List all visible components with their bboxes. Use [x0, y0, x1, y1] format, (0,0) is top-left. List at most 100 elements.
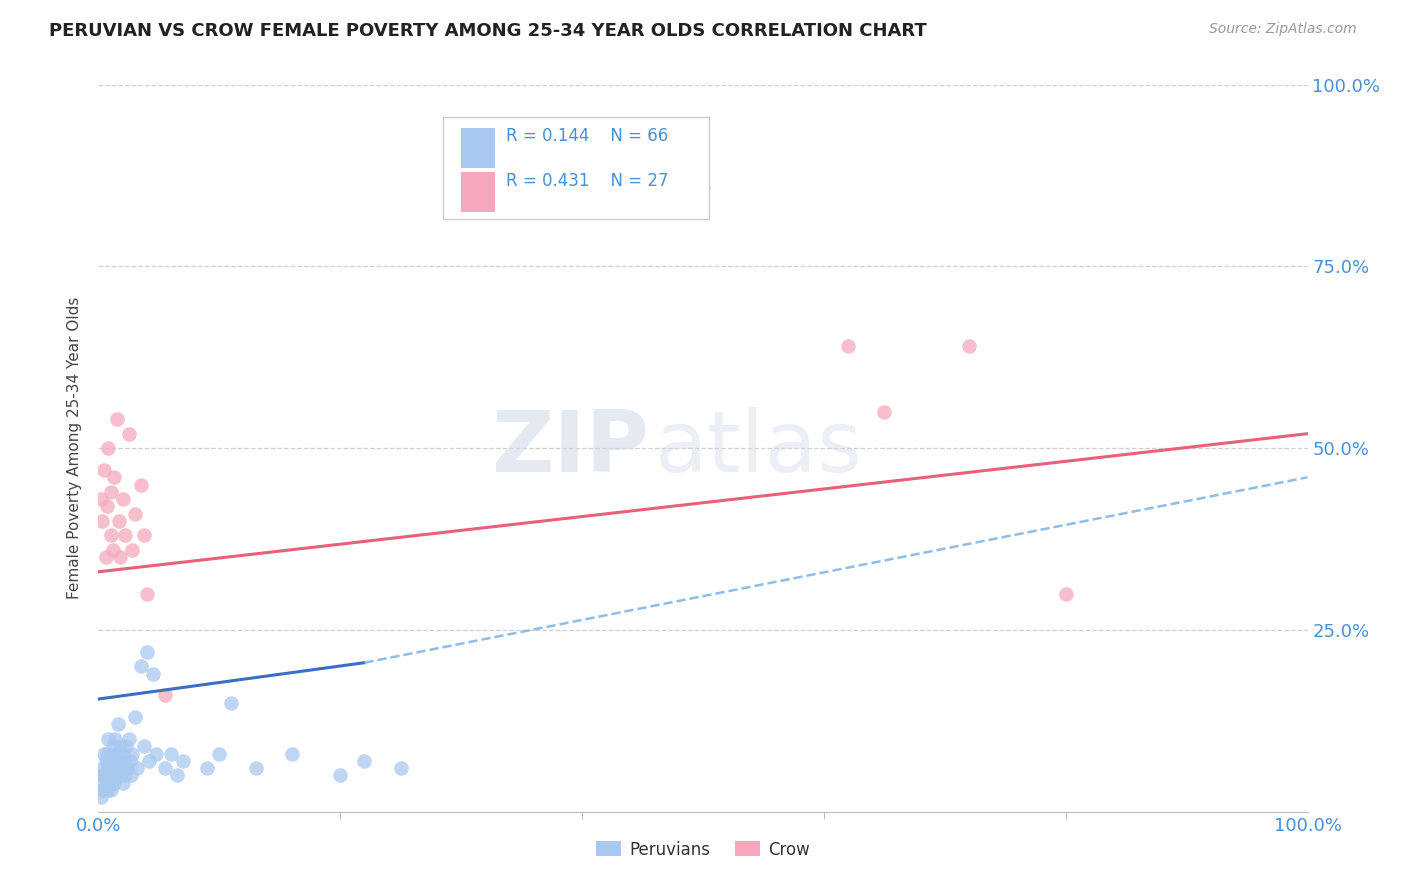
Point	[108, 514, 131, 528]
Point	[873, 405, 896, 419]
Point	[121, 543, 143, 558]
Point	[96, 768, 118, 782]
Point	[105, 747, 128, 761]
Point	[112, 754, 135, 768]
Point	[108, 754, 131, 768]
Point	[100, 747, 122, 761]
Point	[153, 761, 176, 775]
Text: ZIP: ZIP	[491, 407, 648, 490]
Point	[108, 739, 131, 754]
Point	[101, 739, 124, 754]
Point	[118, 731, 141, 746]
Point	[103, 754, 125, 768]
Point	[104, 761, 127, 775]
Point	[160, 747, 183, 761]
Point	[118, 426, 141, 441]
Point	[110, 761, 132, 775]
Point	[245, 761, 267, 775]
Point	[101, 768, 124, 782]
Point	[100, 768, 122, 782]
Point	[145, 747, 167, 761]
Point	[97, 783, 120, 797]
Point	[124, 507, 146, 521]
Point	[91, 761, 114, 775]
Point	[208, 747, 231, 761]
Point	[221, 696, 243, 710]
Point	[107, 717, 129, 731]
Point	[172, 754, 194, 768]
Text: Source: ZipAtlas.com: Source: ZipAtlas.com	[1209, 22, 1357, 37]
Point	[103, 775, 125, 789]
Point	[135, 587, 157, 601]
Text: atlas: atlas	[655, 407, 863, 490]
Point	[114, 768, 136, 782]
Point	[134, 739, 156, 754]
Point	[105, 768, 128, 782]
Point	[103, 470, 125, 484]
Point	[142, 666, 165, 681]
Point	[100, 484, 122, 499]
Point	[129, 477, 152, 491]
Point	[195, 761, 218, 775]
Point	[93, 768, 115, 782]
Point	[97, 442, 120, 455]
Point	[91, 783, 114, 797]
Point	[138, 754, 160, 768]
Point	[114, 528, 136, 542]
Point	[91, 768, 114, 782]
Point	[93, 747, 115, 761]
Point	[389, 761, 412, 775]
Point	[97, 731, 120, 746]
Point	[108, 768, 131, 782]
Point	[1054, 587, 1077, 601]
Point	[104, 731, 127, 746]
FancyBboxPatch shape	[461, 172, 495, 212]
Point	[117, 761, 139, 775]
Legend: Peruvians, Crow: Peruvians, Crow	[589, 834, 817, 865]
Point	[91, 514, 114, 528]
FancyBboxPatch shape	[443, 118, 709, 219]
Point	[166, 768, 188, 782]
Point	[329, 768, 352, 782]
Point	[94, 754, 117, 768]
Point	[957, 339, 980, 353]
Point	[94, 550, 117, 565]
Point	[121, 747, 143, 761]
Point	[100, 775, 122, 789]
Point	[94, 775, 117, 789]
Text: PERUVIAN VS CROW FEMALE POVERTY AMONG 25-34 YEAR OLDS CORRELATION CHART: PERUVIAN VS CROW FEMALE POVERTY AMONG 25…	[49, 22, 927, 40]
Point	[118, 754, 141, 768]
Point	[281, 747, 304, 761]
Point	[90, 790, 112, 805]
Point	[127, 761, 149, 775]
FancyBboxPatch shape	[461, 128, 495, 169]
Point	[111, 492, 134, 507]
Point	[107, 761, 129, 775]
Point	[100, 761, 122, 775]
Point	[134, 528, 156, 542]
Point	[105, 412, 128, 426]
Point	[101, 543, 124, 558]
Point	[96, 747, 118, 761]
Y-axis label: Female Poverty Among 25-34 Year Olds: Female Poverty Among 25-34 Year Olds	[66, 297, 82, 599]
Point	[124, 710, 146, 724]
Text: R = 0.431    N = 27: R = 0.431 N = 27	[506, 172, 668, 190]
Point	[153, 689, 176, 703]
Point	[111, 775, 134, 789]
Point	[93, 783, 115, 797]
Point	[96, 500, 118, 514]
Point	[115, 739, 138, 754]
Point	[353, 754, 375, 768]
Point	[135, 645, 157, 659]
Point	[97, 761, 120, 775]
Point	[111, 747, 134, 761]
Point	[129, 659, 152, 673]
Point	[837, 339, 859, 353]
Point	[120, 768, 142, 782]
Point	[100, 783, 122, 797]
Point	[98, 775, 121, 789]
Text: R = 0.144    N = 66: R = 0.144 N = 66	[506, 127, 668, 145]
Point	[91, 775, 114, 789]
Point	[90, 492, 112, 507]
Point	[93, 463, 115, 477]
